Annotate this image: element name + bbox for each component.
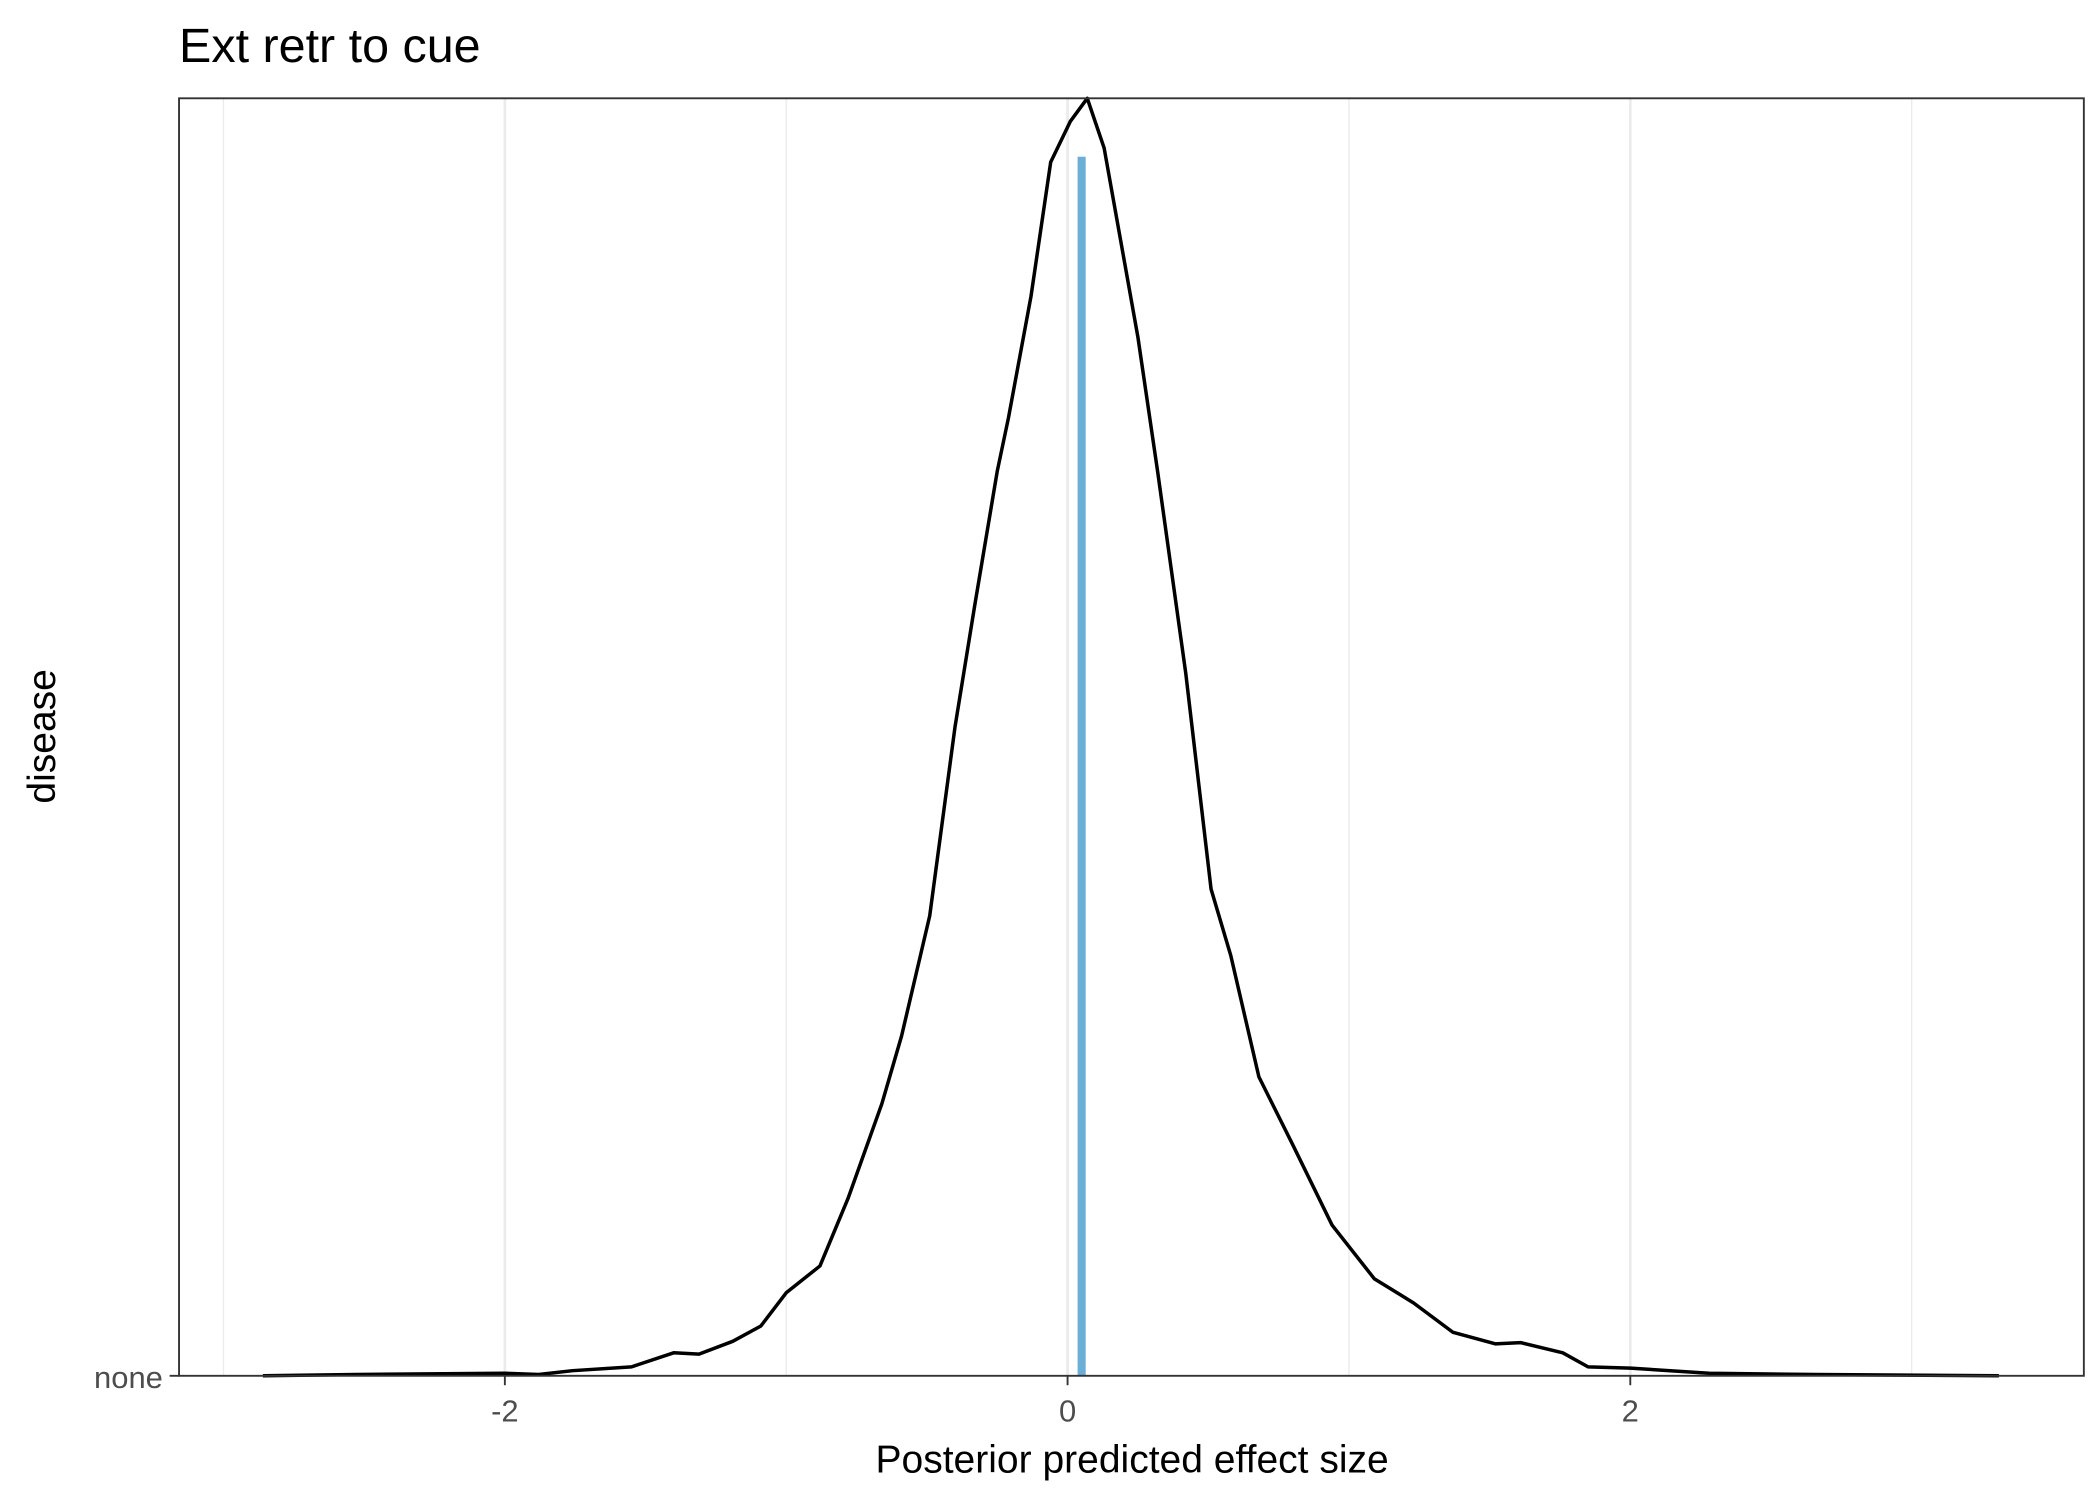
grid [222,98,1913,1376]
panel-border [178,97,2085,1377]
y-tick-label: none [94,1360,163,1395]
x-tick-label: -2 [491,1394,519,1429]
axes: -2 0 2 none [94,1360,1639,1429]
x-axis-title: Posterior predicted effect size [875,1439,1388,1482]
marks [262,96,1999,1378]
x-tick-label: 0 [1059,1394,1076,1429]
x-tick-label: 2 [1622,1394,1639,1429]
density-curve [262,96,1999,1378]
y-axis-title: disease [21,669,64,803]
chart-title: Ext retr to cue [179,19,481,73]
